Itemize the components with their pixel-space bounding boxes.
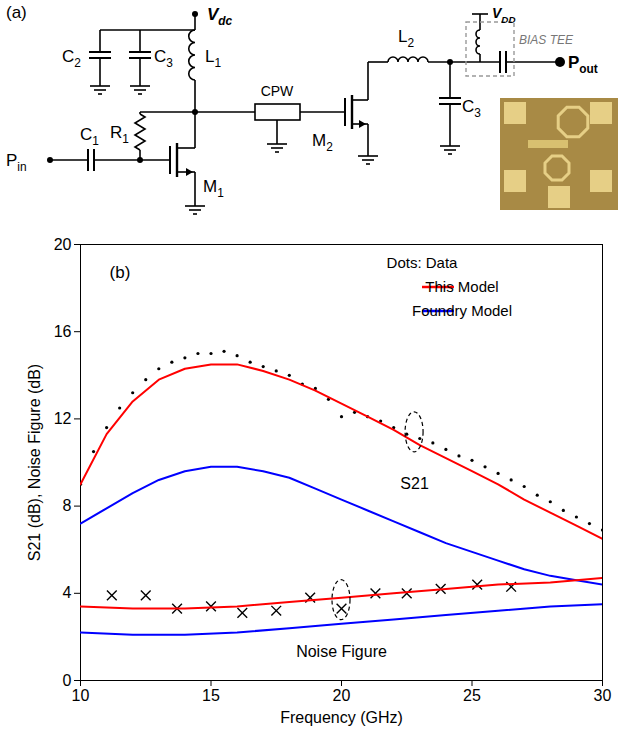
svg-text:C1: C1	[80, 125, 99, 148]
svg-text:This Model: This Model	[425, 278, 498, 295]
svg-text:(a): (a)	[6, 3, 27, 22]
svg-text:Dots: Data: Dots: Data	[387, 254, 459, 271]
svg-text:8: 8	[63, 497, 72, 514]
svg-text:C3: C3	[462, 97, 481, 120]
svg-text:VDD: VDD	[492, 5, 516, 25]
svg-text:C2: C2	[62, 47, 81, 70]
svg-text:20: 20	[333, 687, 351, 704]
svg-text:CPW: CPW	[261, 83, 294, 99]
svg-text:Pout: Pout	[568, 53, 598, 76]
svg-text:S21: S21	[400, 475, 429, 492]
svg-text:Vdc: Vdc	[207, 5, 233, 28]
svg-text:L2: L2	[398, 27, 414, 50]
svg-text:M2: M2	[312, 131, 333, 154]
svg-text:12: 12	[54, 410, 72, 427]
svg-text:10: 10	[72, 687, 90, 704]
svg-text:S21 (dB), Noise Figure (dB): S21 (dB), Noise Figure (dB)	[26, 364, 43, 561]
svg-text:(b): (b)	[110, 263, 131, 282]
svg-text:M1: M1	[203, 177, 224, 200]
svg-text:20: 20	[54, 236, 72, 253]
svg-text:15: 15	[202, 687, 220, 704]
svg-text:4: 4	[63, 584, 72, 601]
svg-text:C3: C3	[154, 47, 173, 70]
svg-text:Frequency (GHz): Frequency (GHz)	[280, 709, 403, 726]
svg-text:Pin: Pin	[6, 151, 27, 174]
svg-text:L1: L1	[205, 47, 221, 70]
svg-text:BIAS TEE: BIAS TEE	[519, 33, 574, 47]
svg-text:30: 30	[594, 687, 612, 704]
svg-text:25: 25	[463, 687, 481, 704]
svg-text:Foundry Model: Foundry Model	[412, 302, 512, 319]
svg-text:0: 0	[63, 672, 72, 689]
svg-text:Noise Figure: Noise Figure	[296, 643, 387, 660]
svg-text:16: 16	[54, 323, 72, 340]
svg-text:R1: R1	[110, 123, 129, 146]
